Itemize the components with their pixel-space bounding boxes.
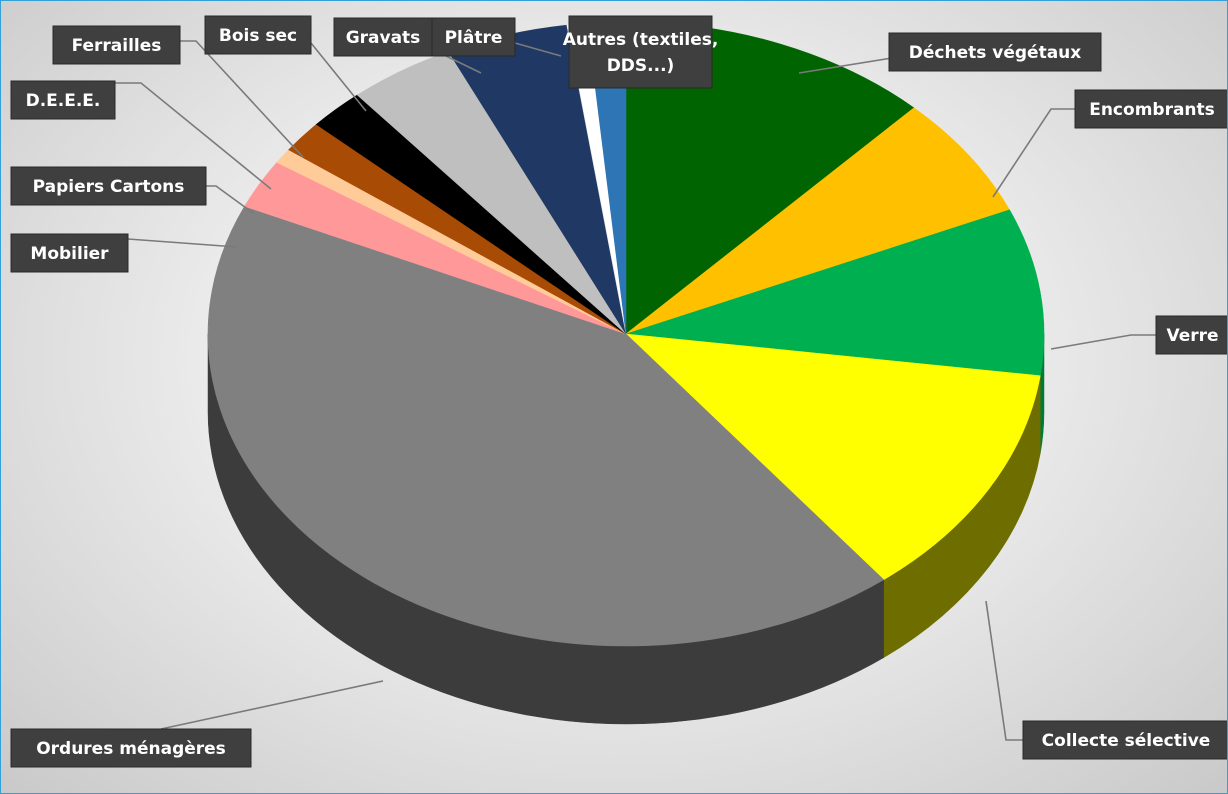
label-box-platre xyxy=(431,17,516,57)
data-label-platre: Plâtre xyxy=(445,28,503,48)
data-label-verre: Verre xyxy=(1166,326,1218,346)
pie-slice-ordures-menageres xyxy=(207,205,885,647)
leader-line-encombrants xyxy=(992,108,1075,198)
label-box-dechets-vegetaux xyxy=(888,32,1102,72)
labels-layer: Déchets végétaux Encombrants Verre Collecte… xyxy=(10,15,1227,768)
leader-line-ferrailles xyxy=(180,40,304,158)
label-box-mobilier xyxy=(10,233,129,273)
leader-line-mobilier xyxy=(127,238,238,248)
data-label-collecte-selective: Collecte sélective xyxy=(1042,731,1211,751)
label-box-verre xyxy=(1155,315,1227,355)
data-label-gravats: Gravats xyxy=(346,28,421,48)
leader-line-bois-sec xyxy=(310,42,367,112)
label-box-ordures-menageres xyxy=(10,728,252,768)
label-box-papiers-cartons xyxy=(10,166,207,206)
data-label-papiers-cartons: Papiers Cartons xyxy=(33,177,185,197)
pie-slice-encombrants xyxy=(625,107,1010,335)
label-box-bois-sec xyxy=(204,15,312,55)
leader-line-verre xyxy=(1050,334,1156,350)
data-label-ordures-menageres: Ordures ménagères xyxy=(36,739,226,759)
label-box-autres-textiles-dds xyxy=(568,15,713,89)
data-label-autres-textiles-dds: Autres (textiles, DDS...) xyxy=(563,30,719,76)
data-label-d-e-e-e: D.E.E.E. xyxy=(26,91,101,111)
leader-line-d-e-e-e xyxy=(115,82,272,190)
leader-line-collecte-selective xyxy=(985,600,1023,741)
leader-line-platre xyxy=(514,42,562,57)
label-box-ferrailles xyxy=(52,25,181,65)
label-box-encombrants xyxy=(1074,89,1227,129)
pie-top-layer xyxy=(207,21,1045,647)
leader-line-ordures-menageres xyxy=(160,680,384,730)
data-label-mobilier: Mobilier xyxy=(30,244,109,264)
leader-line-gravats xyxy=(445,55,482,74)
data-label-ferrailles: Ferrailles xyxy=(72,36,162,56)
data-label-encombrants: Encombrants xyxy=(1089,100,1215,120)
pie-slice-verre xyxy=(625,209,1045,377)
leader-line-papiers-cartons xyxy=(206,185,254,214)
data-label-bois-sec: Bois sec xyxy=(219,26,297,46)
label-box-collecte-selective xyxy=(1022,720,1227,760)
label-box-gravats xyxy=(333,17,433,57)
data-label-dechets-vegetaux: Déchets végétaux xyxy=(909,43,1082,63)
label-box-d-e-e-e xyxy=(10,80,116,120)
pie-slice-collecte-selective xyxy=(625,333,1041,581)
